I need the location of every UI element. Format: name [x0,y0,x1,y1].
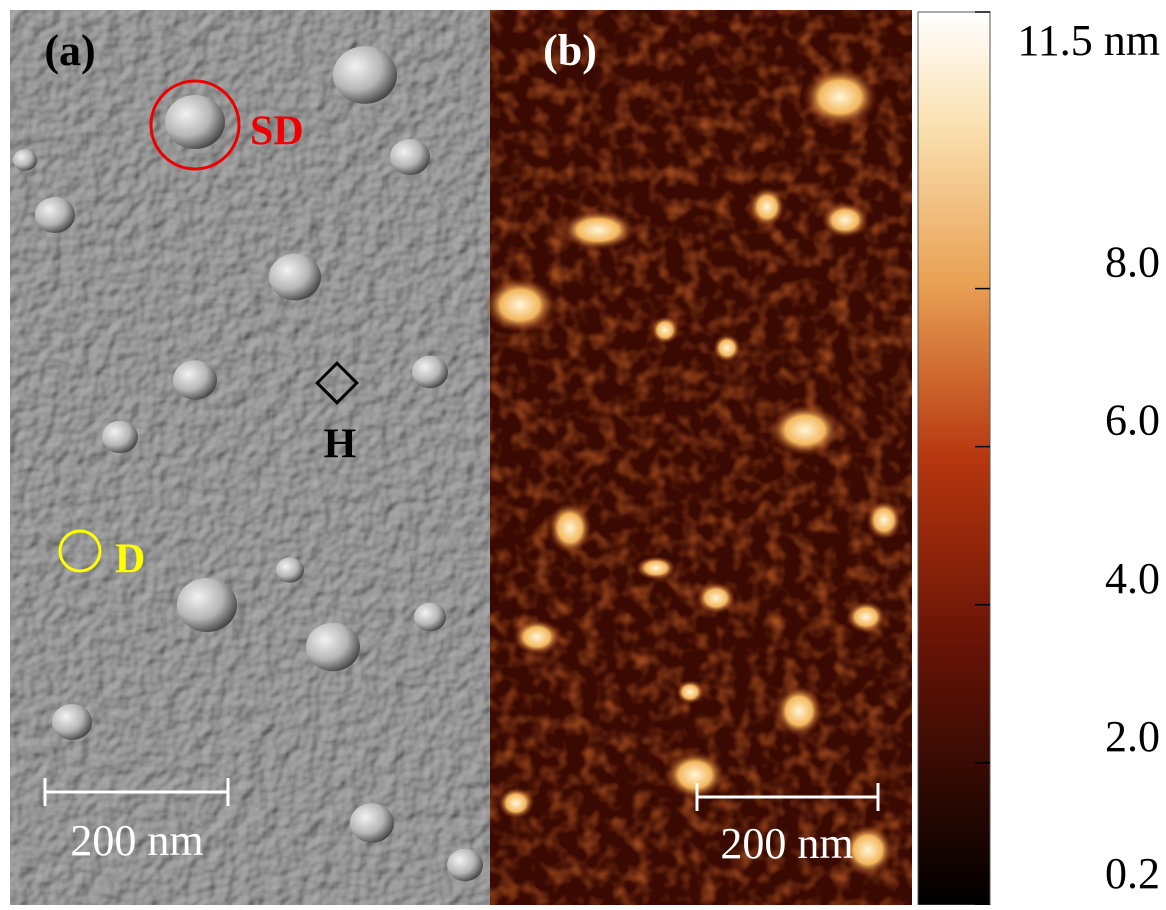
island [866,500,902,540]
colorbar-tick-label: 2.0 [1105,712,1160,761]
island [560,210,636,250]
grain [414,603,446,632]
island [749,187,785,227]
panel-label: (a) [44,26,95,75]
colorbar-tick-label: 4.0 [1105,554,1160,603]
island [696,582,736,614]
grain [13,149,37,171]
grain [173,360,217,400]
colorbar-tick-label: 6.0 [1105,396,1160,445]
island [802,67,878,127]
grain [447,849,483,881]
colorbar [918,12,990,905]
annotation: H [324,422,357,468]
island [775,685,823,737]
island [713,334,741,362]
island [769,404,841,456]
grain [52,704,92,740]
island [676,680,704,704]
colorbar-tick-label: 11.5 nm [1017,16,1160,65]
grain [269,254,321,301]
annotation: D [115,537,145,583]
colorbar-tick-label: 8.0 [1105,238,1160,287]
grain [350,803,394,843]
grain [102,421,138,453]
island [484,277,556,333]
colorbar-tick-label: 0.2 [1105,849,1160,898]
island [846,601,886,633]
scale-bar-label: 200 nm [720,819,853,868]
panel-label: (b) [543,26,597,75]
page: (a) (b) SD H D 200 nm 200 nm 0.2 2.0 4.0 6.… [0,0,1166,905]
scale-bar-label: 200 nm [70,816,203,865]
grain [165,95,225,149]
annotation: SD [250,109,304,155]
island [548,502,592,554]
grain [276,557,304,582]
figure: (a) (b) SD H D 200 nm 200 nm 0.2 2.0 4.0 6.… [0,0,1166,905]
island [821,202,869,238]
island [651,316,679,344]
island [498,787,534,819]
island [665,751,725,799]
grain [177,578,237,632]
grain [35,197,75,233]
island [636,556,676,580]
grain [390,139,430,175]
grain [306,623,360,672]
grain [333,46,397,104]
island [513,619,561,655]
grain [412,356,448,388]
